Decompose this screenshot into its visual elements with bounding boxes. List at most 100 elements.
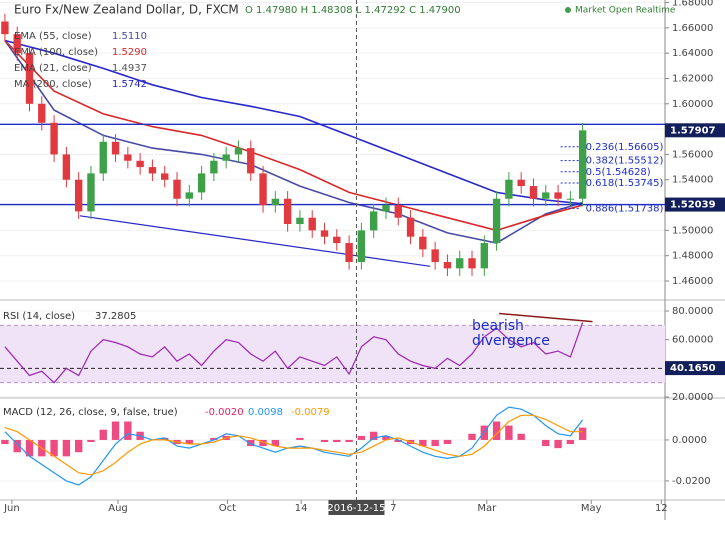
candle-body [50, 122, 58, 155]
y-tick-label: 20.0000 [672, 392, 713, 403]
histogram-bar [259, 439, 267, 447]
y-tick-label: 1.66000 [672, 23, 713, 34]
x-tick-label: 14 [295, 503, 308, 514]
x-tick-label: Jun [3, 503, 20, 514]
histogram-bar [87, 439, 95, 442]
candle-body [74, 179, 83, 212]
price-tag [665, 361, 725, 376]
candle-body [468, 258, 476, 269]
rsi-line [4, 322, 584, 384]
trendline [79, 215, 431, 267]
histogram-bar [333, 439, 341, 442]
candle-body [161, 173, 169, 180]
pane-title-value: 0.0098 [248, 407, 283, 418]
candle-body [148, 167, 157, 174]
histogram-bar [369, 431, 378, 440]
y-tick-label: 1.56000 [672, 149, 713, 160]
candle-body [197, 173, 206, 193]
histogram-bar [382, 435, 390, 440]
histogram-bar [468, 433, 476, 440]
legend-value: 1.5290 [112, 47, 147, 58]
fib-label: 0.618(1.53745) [586, 178, 664, 189]
candle-body [13, 34, 21, 54]
candle-body [443, 262, 452, 269]
fib-label: 0.5(1.54628) [586, 167, 651, 178]
x-tick-label: Mar [477, 503, 497, 514]
legend-value: 1.5742 [112, 79, 147, 90]
candle-body [542, 192, 550, 199]
candle-body [247, 148, 255, 174]
pane-title-value: -0.0020 [205, 407, 244, 418]
histogram-bar [124, 421, 132, 440]
histogram-bar [74, 439, 83, 453]
candle-body [271, 198, 280, 206]
candle-body [578, 130, 587, 199]
fib-label: 0.886(1.51738) [586, 203, 664, 214]
candle-body [345, 243, 353, 263]
histogram-bar [431, 439, 439, 447]
x-tick-label: Aug [108, 503, 128, 514]
y-tick-label: 1.48000 [672, 251, 713, 262]
x-tick-label: 12 [655, 503, 668, 514]
x-tick-label: Oct [219, 503, 236, 514]
chart-title: Euro Fx/New Zealand Dollar, D, FXCM [14, 3, 239, 17]
histogram-bar [25, 439, 34, 457]
legend-value: 1.5110 [112, 31, 147, 42]
y-tick-label: 1.68000 [672, 0, 713, 9]
histogram-bar [492, 421, 501, 440]
fib-label: 0.382(1.55512) [586, 156, 664, 167]
y-tick-label: 60.0000 [672, 335, 713, 346]
y-tick-label: 1.50000 [672, 225, 713, 236]
annotation: divergence [472, 333, 550, 349]
candle-body [259, 173, 267, 206]
candle-body [222, 154, 230, 161]
pane-title-value: 37.2805 [95, 311, 136, 322]
histogram-bar [345, 439, 353, 442]
y-tick-label: 0.0000 [672, 435, 707, 446]
histogram-bar [99, 429, 107, 440]
x-tick-label: May [581, 503, 602, 514]
candle-body [369, 211, 378, 231]
y-tick-label: 1.62000 [672, 73, 713, 84]
histogram-bar [296, 437, 304, 440]
price-tag [665, 123, 725, 138]
crosshair-label: 2016-12-15 [327, 503, 385, 514]
candle-body [419, 236, 427, 250]
candle-body [456, 258, 464, 269]
candle-body [382, 205, 390, 212]
histogram-bar [210, 437, 218, 440]
histogram-bar [62, 439, 71, 457]
candle-body [357, 230, 366, 263]
candle-body [333, 236, 341, 244]
fib-label: 0.236(1.56605) [586, 142, 664, 153]
histogram-bar [320, 439, 329, 442]
y-tick-label: 1.60000 [672, 99, 713, 110]
candle-body [308, 217, 316, 231]
candle-body [38, 103, 46, 123]
crosshair-tag [328, 500, 385, 515]
ohlc: O 1.47980 H 1.48308 L 1.47292 C 1.47900 [245, 5, 461, 16]
candle-body [62, 154, 71, 180]
macd-line [4, 406, 584, 486]
candle-body [283, 198, 292, 225]
status: Market Open Realtime [575, 6, 676, 16]
candle-body [529, 186, 538, 199]
candle-body [185, 192, 193, 199]
candle-body [25, 53, 34, 104]
histogram-bar [161, 437, 169, 440]
histogram-bar [419, 439, 427, 447]
price-tag [665, 197, 725, 212]
rsi-band [0, 325, 665, 383]
y-tick-label: 80.0000 [672, 306, 713, 317]
candle-body [554, 192, 562, 199]
candle-body [517, 179, 525, 187]
candle-body [234, 148, 243, 155]
legend-name: MA (200, close) [14, 79, 92, 90]
candle-body [492, 198, 501, 244]
candle-body [210, 160, 218, 174]
histogram-bar [185, 439, 193, 445]
price-tag-label: 40.1650 [670, 363, 716, 374]
y-tick-label: 1.54000 [672, 175, 713, 186]
candle-body [136, 160, 144, 168]
